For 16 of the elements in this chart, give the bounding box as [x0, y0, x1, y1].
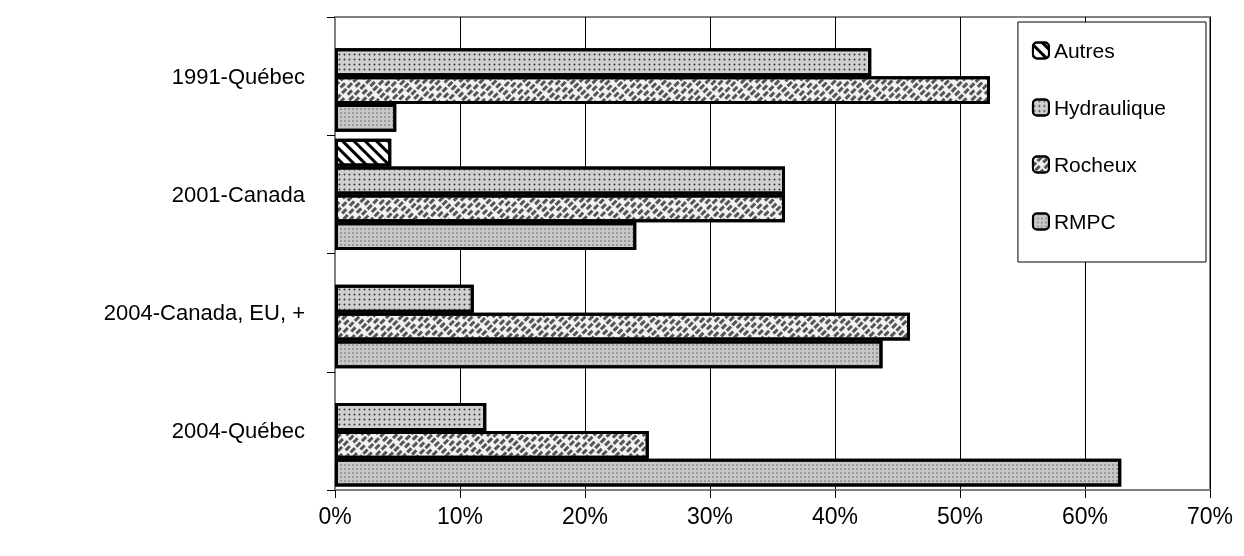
y-tick-label: 2004-Québec: [171, 418, 305, 444]
legend-label: Hydraulique: [1053, 96, 1167, 119]
y-tick-label: 2001-Canada: [171, 181, 306, 207]
x-tick-label: 40%: [811, 502, 859, 529]
x-tick-label: 20%: [561, 502, 609, 529]
x-tick-label: 0%: [318, 502, 352, 529]
x-tick-label: 70%: [1186, 502, 1234, 529]
x-tick-label: 10%: [436, 502, 484, 529]
legend-label: Autres: [1053, 39, 1115, 62]
x-tick-label: 30%: [686, 502, 734, 529]
legend-label: RMPC: [1053, 210, 1116, 233]
x-tick-label: 60%: [1061, 502, 1109, 529]
legend-label: Rocheux: [1053, 153, 1138, 176]
x-tick-label: 50%: [936, 502, 984, 529]
y-tick-label: 2004-Canada, EU, +: [103, 300, 305, 326]
y-tick-label: 1991-Québec: [171, 63, 305, 89]
